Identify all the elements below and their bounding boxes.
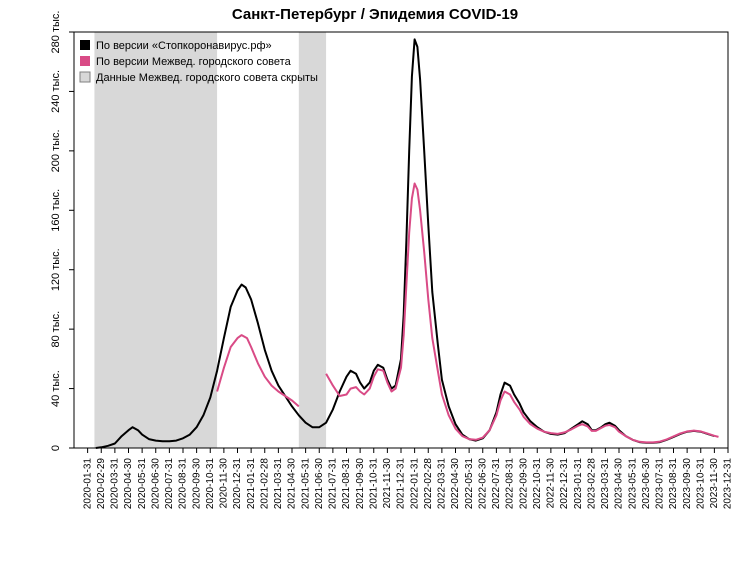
y-tick-label: 200 тыс. (50, 129, 62, 172)
x-tick-label: 2022-02-28 (423, 458, 434, 510)
legend-swatch (80, 56, 90, 66)
legend-label: Данные Межвед. городского совета скрыты (96, 72, 318, 84)
x-tick-label: 2023-07-31 (655, 458, 666, 510)
x-tick-label: 2023-09-30 (682, 458, 693, 510)
x-tick-label: 2023-06-30 (641, 458, 652, 510)
x-tick-label: 2021-02-28 (259, 458, 270, 510)
x-tick-label: 2020-07-31 (164, 458, 175, 510)
x-tick-label: 2021-03-31 (273, 458, 284, 510)
chart-svg: 0 40 тыс. 80 тыс. 120 тыс. 160 тыс. 200 тыс. 2… (0, 0, 750, 563)
x-tick-label: 2022-09-30 (518, 458, 529, 510)
shaded-region-1 (299, 32, 326, 448)
x-tick-label: 2020-04-30 (123, 458, 134, 510)
x-tick-label: 2022-08-31 (505, 458, 516, 510)
y-tick-label: 240 тыс. (50, 70, 62, 113)
x-tick-label: 2020-12-31 (232, 458, 243, 510)
x-tick-label: 2021-04-30 (287, 458, 298, 510)
y-tick-label: 280 тыс. (50, 11, 62, 54)
x-tick-label: 2022-06-30 (477, 458, 488, 510)
x-tick-label: 2021-11-30 (382, 458, 393, 509)
x-tick-label: 2022-07-31 (491, 458, 502, 510)
x-tick-label: 2023-12-31 (723, 458, 734, 510)
x-tick-label: 2021-07-31 (328, 458, 339, 510)
x-tick-label: 2021-01-31 (246, 458, 257, 510)
series-city-council (217, 335, 299, 406)
x-tick-label: 2022-03-31 (437, 458, 448, 510)
series-city-council-seg2 (326, 184, 718, 443)
legend-label: По версии Межвед. городского совета (96, 56, 292, 68)
x-tick-label: 2022-11-30 (546, 458, 557, 509)
x-tick-label: 2020-06-30 (150, 458, 161, 510)
x-tick-label: 2023-04-30 (614, 458, 625, 510)
x-tick-label: 2022-04-30 (450, 458, 461, 510)
chart-container: Санкт-Петербург / Эпидемия COVID-19 Коли… (0, 0, 750, 563)
legend: По версии «Стопкоронавирус.рф» По версии … (80, 40, 318, 84)
x-tick-label: 2020-03-31 (110, 458, 121, 510)
y-tick-label: 160 тыс. (50, 189, 62, 232)
legend-label: По версии «Стопкоронавирус.рф» (96, 40, 272, 52)
x-tick-label: 2020-01-31 (82, 458, 93, 510)
x-tick-label: 2021-09-30 (355, 458, 366, 510)
y-tick-label: 120 тыс. (50, 248, 62, 291)
x-tick-label: 2021-06-30 (314, 458, 325, 510)
shaded-region-0 (94, 32, 217, 448)
legend-swatch (80, 72, 90, 82)
legend-swatch (80, 40, 90, 50)
x-tick-label: 2023-03-31 (600, 458, 611, 510)
x-tick-label: 2020-05-31 (137, 458, 148, 510)
x-tick-label: 2022-01-31 (409, 458, 420, 510)
x-tick-label: 2023-10-31 (695, 458, 706, 510)
x-tick-label: 2021-05-31 (300, 458, 311, 510)
x-tick-label: 2023-05-31 (627, 458, 638, 510)
x-tick-label: 2023-11-30 (709, 458, 720, 509)
y-tick-label: 0 (50, 445, 62, 451)
x-tick-label: 2023-08-31 (668, 458, 679, 510)
x-tick-label: 2020-10-31 (205, 458, 216, 510)
x-tick-label: 2020-11-30 (219, 458, 230, 509)
x-tick-label: 2020-08-31 (178, 458, 189, 510)
x-tick-label: 2022-12-31 (559, 458, 570, 510)
x-tick-label: 2022-05-31 (464, 458, 475, 510)
x-tick-label: 2023-01-31 (573, 458, 584, 510)
x-tick-label: 2021-08-31 (341, 458, 352, 510)
x-tick-label: 2020-09-30 (191, 458, 202, 510)
x-tick-label: 2020-02-29 (96, 458, 107, 510)
x-tick-label: 2021-10-31 (368, 458, 379, 510)
x-tick-label: 2023-02-28 (586, 458, 597, 510)
y-tick-label: 40 тыс. (50, 370, 62, 407)
x-tick-label: 2022-10-31 (532, 458, 543, 510)
x-tick-label: 2021-12-31 (396, 458, 407, 510)
y-tick-label: 80 тыс. (50, 311, 62, 348)
